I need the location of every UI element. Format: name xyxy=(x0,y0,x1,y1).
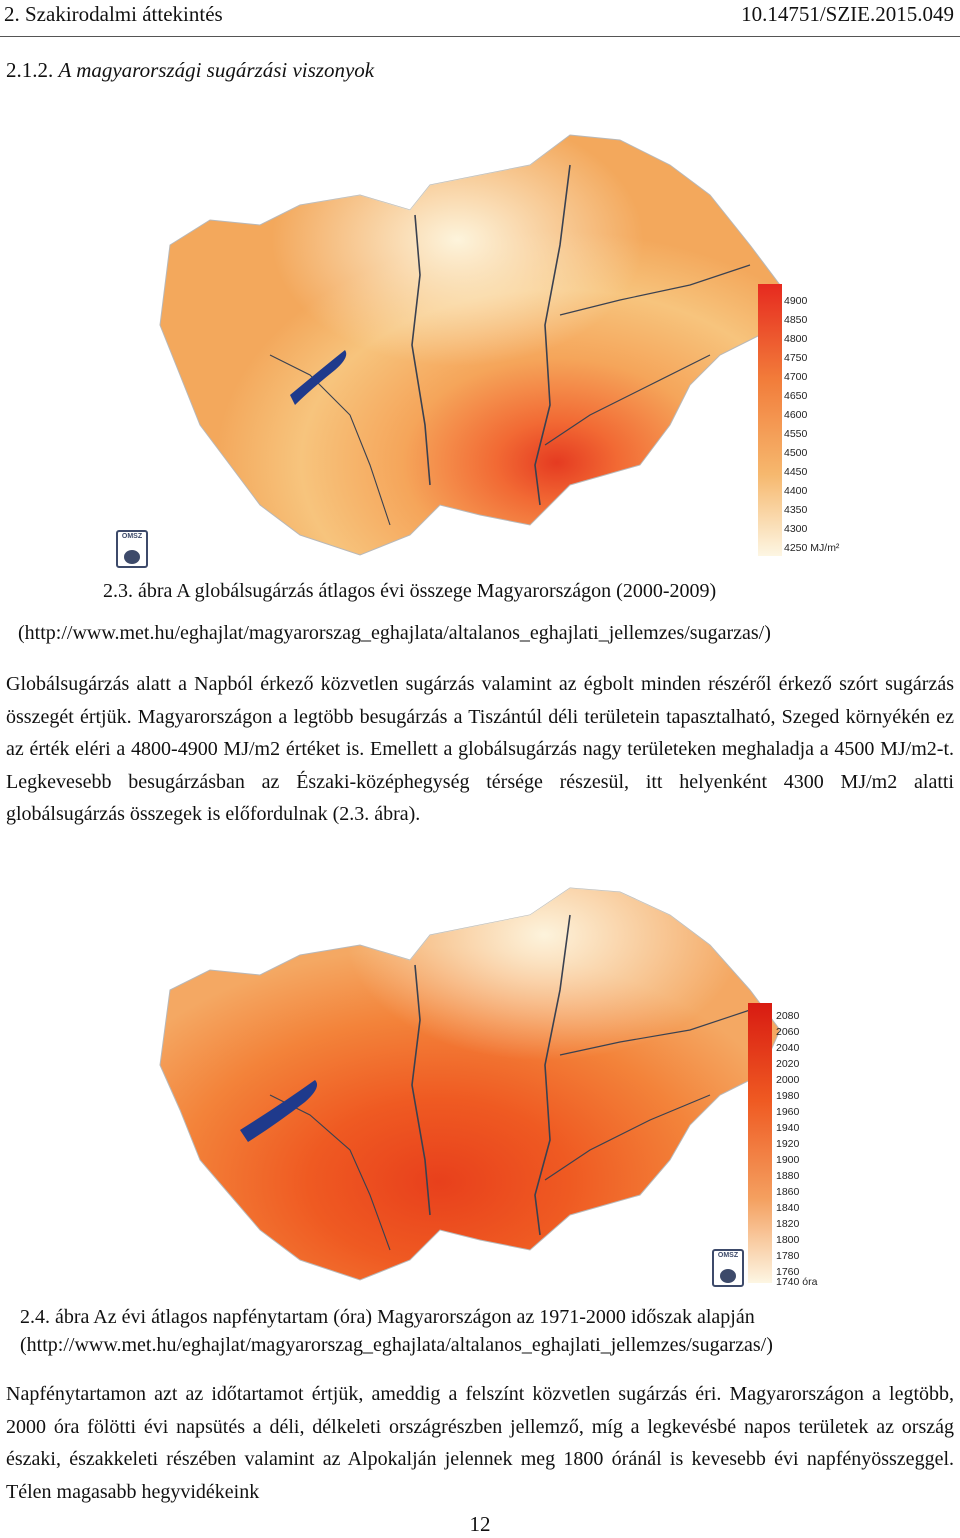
global-radiation-map xyxy=(159,134,781,556)
section-heading: 2.1.2. A magyarországi sugárzási viszony… xyxy=(6,58,374,83)
legend-tick-label: 2020 xyxy=(776,1058,800,1070)
legend-tick-label: 1940 xyxy=(776,1122,800,1134)
legend-tick-label: 4350 xyxy=(784,504,808,516)
section-number: 2.1.2. xyxy=(6,58,54,82)
page-number: 12 xyxy=(469,1512,491,1536)
legend-tick-label: 4700 xyxy=(784,371,808,383)
legend-tick-label: 1960 xyxy=(776,1106,800,1118)
legend-tick-label: 4300 xyxy=(784,523,808,535)
legend-tick-label: 1780 xyxy=(776,1250,800,1262)
legend-tick-label: 4500 xyxy=(784,447,808,459)
legend-tick-label: 1880 xyxy=(776,1170,800,1182)
legend-tick-label: 4550 xyxy=(784,428,808,440)
legend-tick-label: 1920 xyxy=(776,1138,800,1150)
paragraph-global-radiation: Globálsugárzás alatt a Napból érkező köz… xyxy=(6,673,954,825)
figure1-legend-bar xyxy=(758,284,782,556)
legend-tick-label: 1840 xyxy=(776,1202,800,1214)
omsz-logo: OMSZ xyxy=(116,530,148,568)
omsz-logo: OMSZ xyxy=(712,1249,744,1287)
running-header-doi: 10.14751/SZIE.2015.049 xyxy=(741,2,954,26)
legend-tick-label: 2000 xyxy=(776,1074,800,1086)
legend-tick-label: 4900 xyxy=(784,295,808,307)
figure2-caption-line2: (http://www.met.hu/eghajlat/magyarorszag… xyxy=(20,1334,773,1356)
paragraph-sunshine-duration: Napfénytartamon azt az időtartamot értjü… xyxy=(6,1383,954,1503)
legend-tick-label: 2060 xyxy=(776,1026,800,1038)
section-title: A magyarországi sugárzási viszonyok xyxy=(58,58,375,82)
legend-tick-label: 4600 xyxy=(784,409,808,421)
legend-tick-label: 1980 xyxy=(776,1090,800,1102)
sunshine-duration-map xyxy=(159,887,781,1281)
figure1-caption-line2: (http://www.met.hu/eghajlat/magyarorszag… xyxy=(18,622,771,644)
legend-tick-label: 1740 óra xyxy=(776,1276,818,1288)
legend-tick-label: 1760 xyxy=(776,1266,800,1278)
figure1-caption-line1: 2.3. ábra A globálsugárzás átlagos évi ö… xyxy=(103,580,717,602)
legend-tick-label: 1900 xyxy=(776,1154,800,1166)
legend-tick-label: 4400 xyxy=(784,485,808,497)
legend-tick-label: 4650 xyxy=(784,390,808,402)
legend-tick-label: 2040 xyxy=(776,1042,800,1054)
running-header-chapter: 2. Szakirodalmi áttekintés xyxy=(4,2,223,26)
legend-tick-label: 4800 xyxy=(784,333,808,345)
legend-tick-label: 4750 xyxy=(784,352,808,364)
legend-tick-label: 4450 xyxy=(784,466,808,478)
legend-tick-label: 4250 MJ/m² xyxy=(784,542,840,554)
header-divider xyxy=(0,36,960,37)
legend-tick-label: 1860 xyxy=(776,1186,800,1198)
legend-tick-label: 4850 xyxy=(784,314,808,326)
legend-tick-label: 1800 xyxy=(776,1234,800,1246)
figure2-legend-bar xyxy=(748,1003,772,1283)
legend-tick-label: 2080 xyxy=(776,1010,800,1022)
legend-tick-label: 1820 xyxy=(776,1218,800,1230)
figure2-caption-line1: 2.4. ábra Az évi átlagos napfénytartam (… xyxy=(20,1306,755,1328)
